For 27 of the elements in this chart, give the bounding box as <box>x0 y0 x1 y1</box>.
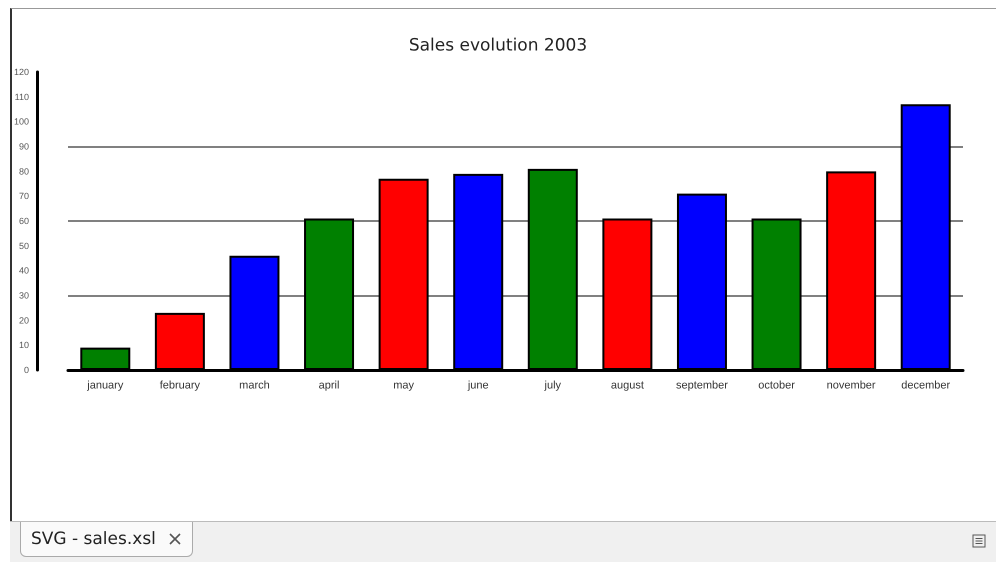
x-tick-label: may <box>393 380 415 392</box>
text: SVG - sales.xsl <box>31 529 156 549</box>
x-tick-label: july <box>544 380 562 392</box>
x-tick-label: february <box>160 380 201 392</box>
y-tick-label: 40 <box>18 266 29 276</box>
x-tick-label: june <box>466 380 489 392</box>
y-tick-label: 110 <box>14 92 29 102</box>
x-tick-label: december <box>901 380 950 392</box>
y-tick-label: 50 <box>18 240 29 251</box>
y-tick-label: 100 <box>14 116 29 127</box>
x-tick-label: march <box>239 380 270 392</box>
y-tick-label: 30 <box>18 290 29 300</box>
x-tick-label: october <box>758 380 796 392</box>
x-tick-label: september <box>676 380 728 392</box>
y-tick-label: 90 <box>18 142 29 152</box>
y-tick-label: 120 <box>14 67 29 77</box>
y-tick-label: 0 <box>24 365 29 375</box>
x-tick-label: november <box>826 380 876 392</box>
y-tick-label: 60 <box>18 216 29 226</box>
x-tick-label: august <box>610 380 644 392</box>
y-tick-label: 80 <box>18 166 29 176</box>
y-tick-label: 20 <box>18 315 29 326</box>
x-tick-label: january <box>86 380 124 392</box>
y-tick-label: 70 <box>18 191 29 202</box>
chart-title: Sales evolution 2003 <box>408 36 588 56</box>
x-tick-label: april <box>318 380 340 392</box>
y-tick-label: 10 <box>18 340 29 350</box>
